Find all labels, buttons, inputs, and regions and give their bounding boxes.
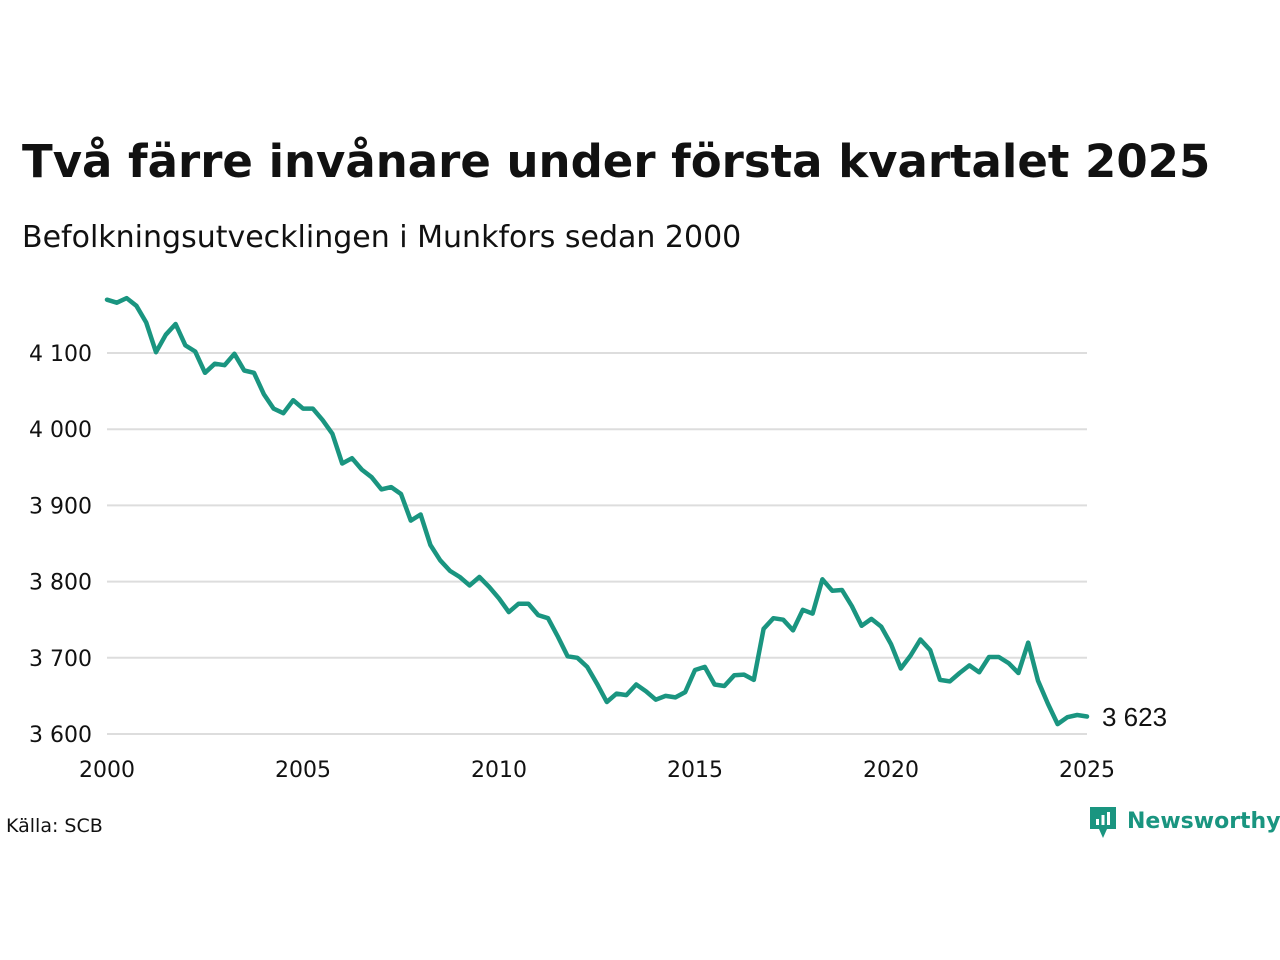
- y-tick-label: 3 700: [29, 647, 92, 672]
- y-axis-ticks: 3 600 3 700 3 800 3 900 4 000 4 100: [29, 342, 92, 748]
- y-tick-label: 4 000: [29, 418, 92, 443]
- y-tick-label: 3 600: [29, 723, 92, 748]
- x-tick-label: 2000: [79, 758, 135, 783]
- x-tick-label: 2025: [1059, 758, 1115, 783]
- newsworthy-logo-icon: [1090, 807, 1116, 838]
- chart-subtitle: Befolkningsutvecklingen i Munkfors sedan…: [22, 220, 741, 255]
- newsworthy-logo-text: Newsworthy: [1127, 809, 1280, 834]
- source-note: Källa: SCB: [6, 815, 103, 837]
- x-tick-label: 2010: [471, 758, 527, 783]
- chart-title: Två färre invånare under första kvartale…: [22, 135, 1210, 188]
- x-tick-label: 2005: [275, 758, 331, 783]
- x-tick-label: 2015: [667, 758, 723, 783]
- y-tick-label: 4 100: [29, 342, 92, 367]
- newsworthy-logo: Newsworthy: [1090, 807, 1280, 838]
- population-line: [104, 295, 1090, 727]
- y-tick-label: 3 900: [29, 494, 92, 519]
- gridlines: [107, 352, 1087, 735]
- x-axis-ticks: 2000 2005 2010 2015 2020 2025: [79, 758, 1115, 783]
- last-value-label: 3 623: [1102, 702, 1167, 732]
- y-tick-label: 3 800: [29, 571, 92, 596]
- x-tick-label: 2020: [863, 758, 919, 783]
